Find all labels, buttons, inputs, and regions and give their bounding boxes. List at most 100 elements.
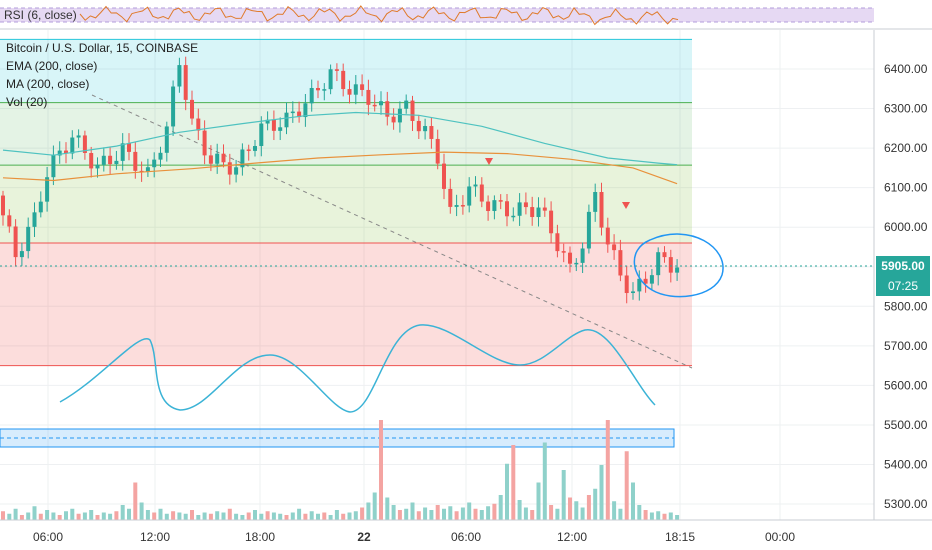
- volume-bar: [133, 482, 138, 520]
- volume-bar: [435, 505, 440, 520]
- price-axis-tick: 5600.00: [884, 378, 928, 392]
- volume-bar: [668, 512, 673, 520]
- volume-bar: [391, 505, 396, 520]
- candle-body: [523, 202, 528, 208]
- candle-body: [467, 186, 472, 206]
- candle-body: [114, 160, 119, 165]
- candle-body: [234, 167, 239, 175]
- candle-body: [164, 126, 169, 153]
- candle-body: [473, 184, 478, 187]
- volume-bar: [253, 510, 257, 520]
- volume-bar: [442, 508, 446, 520]
- candle-body: [574, 262, 579, 265]
- volume-bar: [574, 501, 579, 520]
- volume-bar: [662, 513, 667, 520]
- volume-bar: [13, 508, 18, 520]
- candle-body: [372, 104, 377, 107]
- volume-bar: [454, 511, 459, 520]
- candle-body: [486, 201, 491, 212]
- volume-bar: [505, 463, 509, 520]
- fib-zone: [0, 243, 692, 366]
- volume-bar: [448, 506, 453, 520]
- rsi-line: [79, 5, 679, 26]
- volume-bar: [95, 515, 100, 520]
- volume-bar: [227, 508, 232, 520]
- candle-body: [668, 257, 673, 273]
- ma-line: [2, 111, 678, 166]
- candle-body: [57, 150, 62, 156]
- candle-body: [442, 163, 446, 189]
- volume-bar: [202, 512, 207, 520]
- candle-body: [208, 155, 213, 164]
- volume-bar: [215, 511, 220, 520]
- candle-body: [429, 126, 434, 139]
- candle-body: [82, 135, 87, 154]
- candle-body: [397, 108, 402, 123]
- volume-bar: [7, 513, 12, 520]
- legend-ema: EMA (200, close): [6, 59, 98, 73]
- candle-body: [341, 70, 346, 90]
- volume-bar: [341, 513, 346, 520]
- volume-bar: [171, 511, 176, 520]
- candle-body: [246, 149, 251, 151]
- volume-bar: [26, 512, 31, 520]
- volume-bar: [139, 502, 144, 520]
- time-axis-tick: 00:00: [765, 530, 795, 544]
- candle-body: [334, 69, 339, 71]
- candle-body: [278, 127, 283, 131]
- volume-bar: [177, 512, 182, 520]
- candle-body: [353, 84, 358, 95]
- volume-bar: [397, 510, 402, 520]
- chart-title: Bitcoin / U.S. Dollar, 15, COINBASE: [6, 41, 199, 55]
- volume-bar: [593, 488, 598, 520]
- volume-bar: [164, 513, 169, 520]
- volume-bar: [549, 505, 554, 520]
- candle-body: [316, 87, 320, 91]
- candle-body: [347, 89, 352, 95]
- candle-body: [549, 210, 554, 234]
- candle-body: [454, 205, 459, 207]
- candle-body: [423, 126, 428, 132]
- volume-bar: [101, 512, 106, 520]
- volume-bar: [580, 507, 585, 520]
- candle-body: [580, 248, 585, 263]
- volume-bar: [57, 515, 62, 520]
- candle-body: [568, 252, 572, 264]
- drawn-wave: [59, 324, 656, 413]
- candle-body: [511, 215, 516, 218]
- volume-bar: [334, 510, 339, 520]
- candle-body: [45, 177, 50, 202]
- volume-bar: [89, 510, 94, 520]
- candle-body: [240, 149, 245, 168]
- price-axis-tick: 5800.00: [884, 299, 928, 313]
- bar-countdown: 07:25: [876, 276, 930, 296]
- candle-body: [95, 164, 100, 169]
- volume-bar: [353, 511, 358, 520]
- candle-body: [505, 201, 509, 217]
- volume-bar: [555, 508, 560, 520]
- candle-body: [145, 167, 150, 172]
- volume-bar: [631, 482, 635, 520]
- volume-bar: [127, 508, 131, 520]
- last-price-tag: 5905.00: [876, 256, 930, 276]
- volume-bar: [19, 515, 24, 520]
- candle-body: [656, 252, 661, 276]
- volume-bar: [511, 445, 516, 520]
- candle-body: [586, 211, 591, 249]
- rsi-indicator-label: RSI (6, close): [4, 8, 77, 22]
- volume-bar: [410, 502, 415, 520]
- candle-body: [479, 184, 484, 202]
- price-axis-tick: 5500.00: [884, 418, 928, 432]
- candle-body: [448, 188, 453, 207]
- candle-body: [561, 251, 566, 253]
- candle-body: [127, 143, 131, 152]
- candle-body: [404, 100, 409, 109]
- candle-body: [643, 278, 648, 284]
- candle-body: [492, 200, 497, 212]
- price-axis-tick: 6400.00: [884, 62, 928, 76]
- price-axis-tick: 6300.00: [884, 102, 928, 116]
- volume-bar: [473, 508, 478, 520]
- volume-bar: [542, 442, 547, 520]
- candle-body: [101, 155, 106, 165]
